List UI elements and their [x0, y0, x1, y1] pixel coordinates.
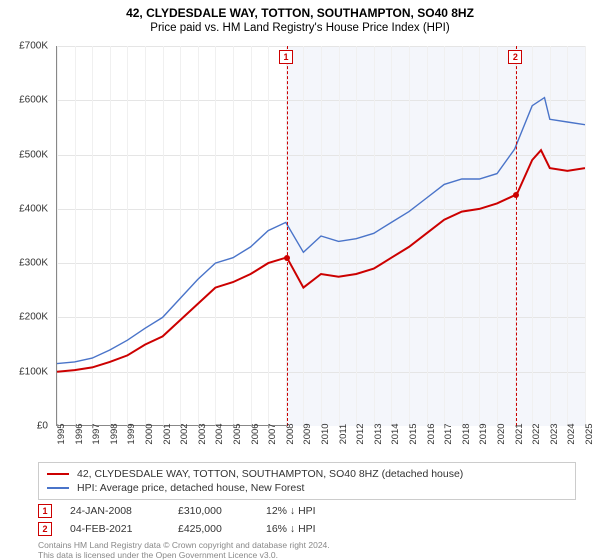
x-tick-label: 2023 — [549, 423, 560, 444]
transaction-delta: 12% ↓ HPI — [266, 505, 356, 517]
x-tick-label: 2005 — [232, 423, 243, 444]
x-tick-label: 2008 — [285, 423, 296, 444]
marker-vline-1 — [287, 46, 288, 426]
x-tick-label: 2003 — [197, 423, 208, 444]
y-tick-label: £100K — [19, 366, 48, 377]
y-tick-label: £600K — [19, 95, 48, 106]
y-tick-label: £700K — [19, 41, 48, 52]
legend-box: 42, CLYDESDALE WAY, TOTTON, SOUTHAMPTON,… — [38, 462, 576, 500]
transaction-marker: 2 — [38, 522, 52, 536]
x-tick-label: 2024 — [566, 423, 577, 444]
transaction-marker: 1 — [38, 504, 52, 518]
x-tick-label: 2004 — [214, 423, 225, 444]
marker-dot-1 — [284, 255, 290, 261]
y-tick-label: £300K — [19, 258, 48, 269]
y-tick-label: £0 — [37, 421, 48, 432]
x-tick-label: 2019 — [478, 423, 489, 444]
x-tick-label: 2001 — [162, 423, 173, 444]
transaction-delta: 16% ↓ HPI — [266, 523, 356, 535]
legend-swatch — [47, 473, 69, 475]
transaction-table: 1 24-JAN-2008 £310,000 12% ↓ HPI 2 04-FEB-202… — [38, 502, 576, 538]
page-subtitle: Price paid vs. HM Land Registry's House … — [10, 22, 590, 34]
line-chart-svg — [57, 46, 585, 426]
page-title: 42, CLYDESDALE WAY, TOTTON, SOUTHAMPTON,… — [10, 6, 590, 20]
x-tick-label: 2018 — [461, 423, 472, 444]
x-tick-label: 2012 — [355, 423, 366, 444]
legend-label: HPI: Average price, detached house, New … — [77, 482, 304, 494]
transaction-date: 24-JAN-2008 — [70, 505, 160, 517]
transaction-date: 04-FEB-2021 — [70, 523, 160, 535]
x-tick-label: 2011 — [338, 424, 349, 444]
v-gridline — [585, 46, 586, 426]
x-tick-label: 2010 — [320, 423, 331, 444]
y-tick-label: £500K — [19, 149, 48, 160]
x-tick-label: 2016 — [426, 423, 437, 444]
footer-line-1: Contains HM Land Registry data © Crown c… — [38, 540, 576, 550]
x-tick-label: 1996 — [74, 423, 85, 444]
marker-box-2: 2 — [508, 50, 522, 64]
x-tick-label: 2002 — [179, 423, 190, 444]
series-hpi — [57, 98, 585, 364]
legend-swatch — [47, 487, 69, 489]
x-tick-label: 2022 — [531, 423, 542, 444]
transaction-row: 2 04-FEB-2021 £425,000 16% ↓ HPI — [38, 520, 576, 538]
x-tick-label: 2014 — [390, 423, 401, 444]
transaction-price: £425,000 — [178, 523, 248, 535]
x-tick-label: 2009 — [302, 423, 313, 444]
chart-plot-area — [56, 46, 584, 426]
x-tick-label: 1999 — [126, 423, 137, 444]
series-price_paid — [57, 150, 585, 372]
legend-row: 42, CLYDESDALE WAY, TOTTON, SOUTHAMPTON,… — [47, 467, 567, 481]
y-axis-labels: £0£100K£200K£300K£400K£500K£600K£700K — [0, 46, 52, 426]
marker-dot-2 — [513, 192, 519, 198]
legend-row: HPI: Average price, detached house, New … — [47, 481, 567, 495]
x-tick-label: 2007 — [267, 423, 278, 444]
x-tick-label: 2000 — [144, 423, 155, 444]
marker-box-1: 1 — [279, 50, 293, 64]
transaction-row: 1 24-JAN-2008 £310,000 12% ↓ HPI — [38, 502, 576, 520]
x-tick-label: 1997 — [91, 423, 102, 444]
x-tick-label: 2021 — [514, 423, 525, 444]
x-tick-label: 2020 — [496, 423, 507, 444]
marker-vline-2 — [516, 46, 517, 426]
x-tick-label: 1995 — [56, 423, 67, 444]
x-tick-label: 2025 — [584, 423, 595, 444]
x-tick-label: 1998 — [109, 423, 120, 444]
footer-line-2: This data is licensed under the Open Gov… — [38, 550, 576, 560]
x-axis-labels: 1995199619971998199920002001200220032004… — [56, 430, 584, 460]
x-tick-label: 2006 — [250, 423, 261, 444]
y-tick-label: £400K — [19, 203, 48, 214]
footer-attribution: Contains HM Land Registry data © Crown c… — [38, 540, 576, 560]
x-tick-label: 2013 — [373, 423, 384, 444]
x-tick-label: 2017 — [443, 423, 454, 444]
transaction-price: £310,000 — [178, 505, 248, 517]
y-tick-label: £200K — [19, 312, 48, 323]
legend-label: 42, CLYDESDALE WAY, TOTTON, SOUTHAMPTON,… — [77, 468, 463, 480]
x-tick-label: 2015 — [408, 423, 419, 444]
